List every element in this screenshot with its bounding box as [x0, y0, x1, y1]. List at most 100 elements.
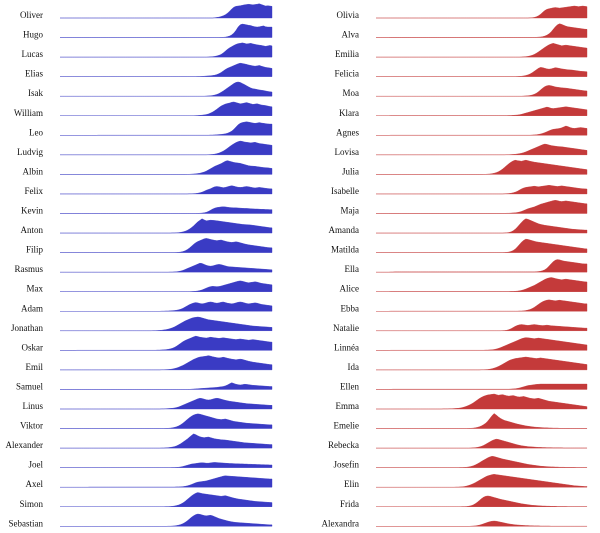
girl-ridge-area — [376, 324, 588, 331]
boy-name-label: Leo — [29, 127, 43, 137]
girl-ridge-area — [376, 520, 588, 527]
boy-name-label: Jonathan — [11, 323, 43, 333]
girl-ridge-area — [376, 337, 588, 351]
boy-ridge-area — [60, 382, 273, 390]
boy-ridge-area — [60, 42, 273, 58]
girl-ridge-area — [376, 159, 588, 175]
boy-ridge-area — [60, 101, 273, 116]
boy-ridge-area — [60, 316, 273, 331]
girl-name-label: Julia — [342, 166, 359, 176]
girl-name-label: Josefin — [334, 460, 360, 470]
boy-ridge-area — [60, 238, 273, 253]
boy-ridge-area — [60, 3, 273, 19]
girl-ridge-area — [376, 413, 588, 429]
girl-ridge-area — [376, 259, 588, 273]
boy-name-label: Linus — [22, 401, 43, 411]
girl-name-label: Emilia — [335, 49, 359, 59]
boy-name-label: Isak — [28, 88, 43, 98]
boy-name-label: Oskar — [22, 342, 44, 352]
boy-name-label: William — [14, 108, 43, 118]
boy-ridge-area — [60, 355, 273, 371]
girl-name-label: Ellen — [340, 381, 359, 391]
girl-ridge-area — [376, 393, 588, 410]
boy-name-label: Viktor — [20, 421, 43, 431]
girl-name-label: Frida — [340, 499, 359, 509]
girl-ridge-area — [376, 277, 588, 292]
girl-name-label: Amanda — [329, 225, 360, 235]
boy-ridge-area — [60, 492, 273, 507]
boy-name-label: Rasmus — [14, 264, 43, 274]
boy-ridge-area — [60, 81, 273, 97]
girl-ridge-area — [376, 456, 588, 468]
boy-name-label: Albin — [22, 166, 43, 176]
boy-ridge-area — [60, 62, 273, 77]
girl-name-label: Emma — [336, 401, 360, 411]
girl-ridge-area — [376, 85, 588, 97]
boy-name-label: Felix — [24, 186, 43, 196]
girl-ridge-area — [376, 438, 588, 449]
girl-ridge-area — [376, 356, 588, 371]
boy-ridge-area — [60, 397, 273, 410]
boy-name-label: Sebastian — [9, 518, 44, 528]
boy-name-label: Max — [27, 284, 44, 294]
boy-ridge-area — [60, 160, 273, 175]
boy-name-label: Adam — [21, 303, 43, 313]
girl-name-label: Ebba — [341, 303, 360, 313]
boy-name-label: Alexander — [6, 440, 43, 450]
boy-name-label: Axel — [26, 479, 44, 489]
girl-name-label: Elin — [344, 479, 359, 489]
boy-name-label: Oliver — [20, 10, 43, 20]
boy-name-label: Hugo — [23, 30, 43, 40]
girl-ridge-area — [376, 495, 588, 507]
girl-name-label: Matilda — [331, 245, 359, 255]
girl-ridge-area — [376, 299, 588, 312]
girl-name-label: Moa — [343, 88, 360, 98]
boys-names-panel: Oliver Hugo Lucas Elias Isak William Leo Ludvig… — [6, 3, 273, 528]
boy-ridge-area — [60, 140, 273, 156]
girl-name-label: Isabelle — [331, 186, 359, 196]
boy-name-label: Emil — [26, 362, 44, 372]
boy-ridge-area — [60, 462, 273, 468]
girl-name-label: Ella — [345, 264, 360, 274]
girl-name-label: Rebecka — [328, 440, 359, 450]
girl-name-label: Alexandra — [322, 518, 359, 528]
girl-name-label: Felicia — [335, 69, 360, 79]
boy-name-label: Simon — [19, 499, 43, 509]
girl-ridge-area — [376, 43, 588, 58]
girls-names-panel: Olivia Alva Emilia Felicia Moa Klara Agnes Lovi… — [322, 5, 588, 528]
boy-name-label: Samuel — [16, 381, 43, 391]
girl-name-label: Maja — [341, 206, 360, 216]
boy-ridge-area — [60, 335, 273, 351]
girl-name-label: Ida — [348, 362, 360, 372]
girl-ridge-area — [376, 238, 588, 253]
girl-name-label: Klara — [339, 108, 359, 118]
boy-name-label: Elias — [25, 69, 43, 79]
boy-ridge-area — [60, 262, 273, 273]
girl-name-label: Lovisa — [335, 147, 360, 157]
girl-ridge-area — [376, 200, 588, 214]
boy-ridge-area — [60, 433, 273, 449]
girl-ridge-area — [376, 5, 588, 19]
boy-ridge-area — [60, 513, 273, 527]
girl-name-label: Alice — [340, 284, 360, 294]
boy-ridge-area — [60, 23, 273, 38]
boy-name-label: Filip — [26, 245, 44, 255]
boy-ridge-area — [60, 121, 273, 136]
boy-ridge-area — [60, 413, 273, 429]
girl-name-label: Natalie — [333, 323, 359, 333]
boy-name-label: Lucas — [22, 49, 44, 59]
girl-name-label: Linnéa — [334, 342, 359, 352]
boy-name-label: Ludvig — [17, 147, 43, 157]
girl-name-label: Emelie — [334, 421, 360, 431]
boy-name-label: Kevin — [21, 206, 43, 216]
girl-ridge-area — [376, 185, 588, 195]
girl-ridge-area — [376, 67, 588, 77]
boy-ridge-area — [60, 206, 273, 214]
girl-ridge-area — [376, 218, 588, 234]
boy-ridge-area — [60, 301, 273, 312]
girl-ridge-area — [376, 474, 588, 488]
girl-ridge-area — [376, 383, 588, 390]
boy-ridge-area — [60, 218, 273, 234]
boy-ridge-area — [60, 475, 273, 488]
